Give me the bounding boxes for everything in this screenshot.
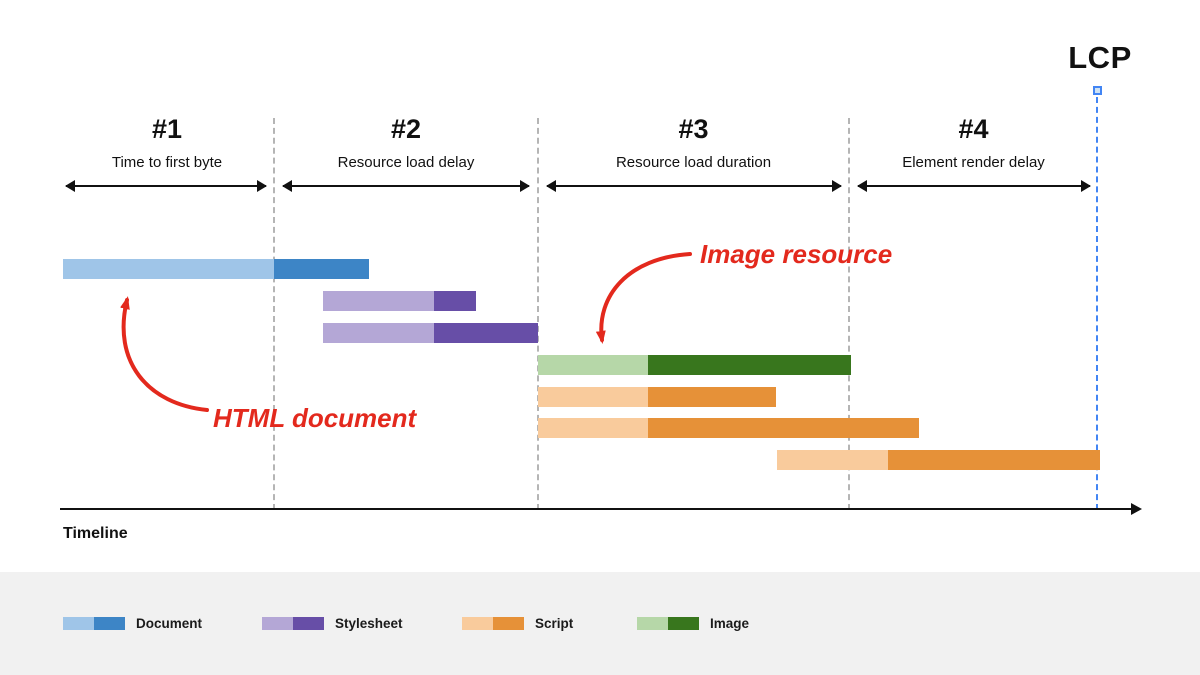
phase-4-number: #4 <box>958 114 989 144</box>
phase-3-label: Resource load duration <box>615 154 772 171</box>
legend-band: Document Stylesheet Script Image <box>0 572 1200 675</box>
stylesheet-swatch-icon <box>262 617 324 630</box>
image-resource-annotation: Image resource <box>700 239 893 269</box>
phase-divider-1 <box>273 118 275 510</box>
lcp-line <box>1096 97 1098 510</box>
phase-2-span-arrow <box>282 180 530 192</box>
bar-script-light <box>538 387 648 407</box>
legend-label-image: Image <box>710 616 750 631</box>
phase-1-span-arrow <box>65 180 267 192</box>
bar-document-light <box>63 259 274 279</box>
timeline-label: Timeline <box>63 525 128 542</box>
legend-label-document: Document <box>136 616 203 631</box>
image-resource-arrow-icon <box>595 252 692 344</box>
phase-2-number: #2 <box>390 114 422 144</box>
legend-item-image: Image <box>637 616 749 631</box>
phase-divider-3 <box>848 118 850 510</box>
bar-image-dark <box>648 355 851 375</box>
phase-1-header: #1 Time to first byte <box>60 114 274 171</box>
phase-3-number: #3 <box>678 114 709 144</box>
bar-stylesheet-dark <box>434 291 476 311</box>
bar-script-dark <box>888 450 1100 470</box>
phase-2-header: #2 Resource load delay <box>274 114 538 171</box>
legend-item-document: Document <box>63 616 202 631</box>
phase-3-span-arrow <box>546 180 842 192</box>
timeline-axis <box>60 503 1142 515</box>
image-swatch-icon <box>637 617 699 630</box>
legend-item-stylesheet: Stylesheet <box>262 616 403 631</box>
bar-stylesheet-light <box>323 291 434 311</box>
bar-script-dark <box>648 387 776 407</box>
bar-image-light <box>538 355 648 375</box>
bar-script-light <box>777 450 888 470</box>
html-document-arrow-icon <box>120 296 209 412</box>
phase-3-header: #3 Resource load duration <box>538 114 849 171</box>
lcp-marker-square <box>1093 86 1102 95</box>
phase-1-label: Time to first byte <box>111 154 223 171</box>
legend-label-stylesheet: Stylesheet <box>335 616 403 631</box>
phase-2-label: Resource load delay <box>337 154 475 171</box>
phase-1-number: #1 <box>151 114 183 144</box>
phase-4-span-arrow <box>857 180 1091 192</box>
legend-item-script: Script <box>462 616 573 631</box>
bar-stylesheet-dark <box>434 323 538 343</box>
script-swatch-icon <box>462 617 524 630</box>
bar-script-dark <box>648 418 919 438</box>
bar-document-dark <box>274 259 369 279</box>
lcp-label: LCP <box>1068 40 1132 75</box>
html-document-annotation: HTML document <box>213 403 417 433</box>
bar-stylesheet-light <box>323 323 434 343</box>
document-swatch-icon <box>63 617 125 630</box>
phase-divider-2 <box>537 118 539 510</box>
phase-4-label: Element render delay <box>902 154 1045 171</box>
bar-script-light <box>538 418 648 438</box>
legend-label-script: Script <box>535 616 574 631</box>
phase-4-header: #4 Element render delay <box>849 114 1098 171</box>
